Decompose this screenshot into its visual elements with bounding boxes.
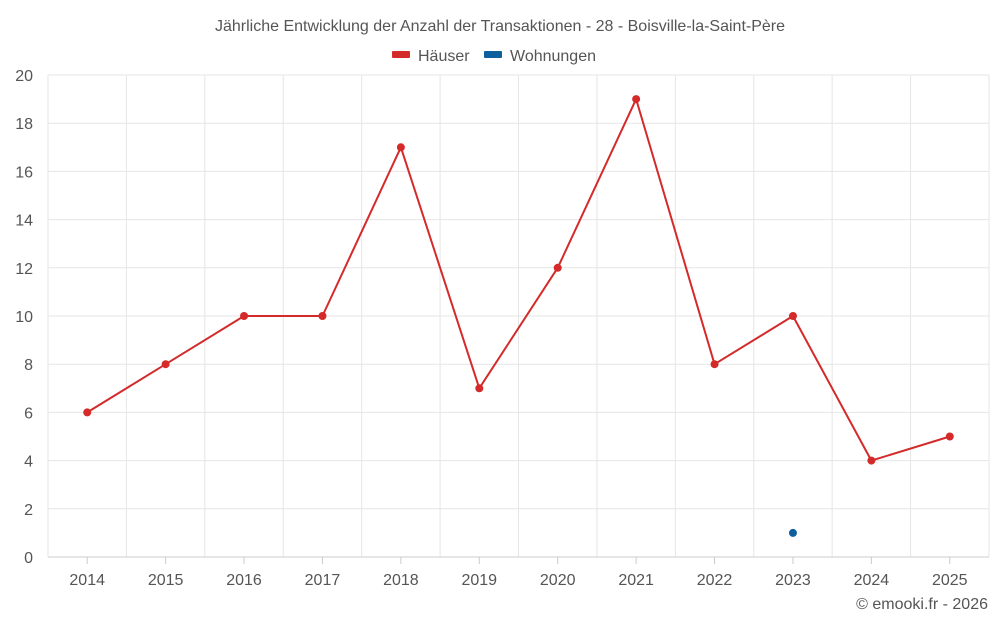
- x-tick-label: 2022: [697, 572, 733, 589]
- data-point-wohnungen[interactable]: [788, 528, 797, 537]
- x-tick-label: 2025: [932, 572, 968, 589]
- y-axis: 0 2 4 6 8 10 12 14 16 18 20: [15, 68, 33, 567]
- x-tick-label: 2020: [540, 572, 576, 589]
- y-tick-label: 0: [24, 550, 33, 567]
- y-tick-label: 2: [24, 502, 33, 519]
- x-tick-label: 2016: [226, 572, 262, 589]
- data-point-haeuser[interactable]: [867, 456, 876, 465]
- x-tick-label: 2014: [69, 572, 105, 589]
- chart-title: Jährliche Entwicklung der Anzahl der Tra…: [215, 18, 785, 35]
- data-point-haeuser[interactable]: [396, 143, 405, 152]
- y-tick-label: 20: [15, 68, 33, 85]
- legend-label-haeuser: Häuser: [418, 48, 470, 65]
- legend: Häuser Wohnungen: [392, 48, 596, 65]
- y-tick-label: 10: [15, 309, 33, 326]
- data-point-haeuser[interactable]: [318, 312, 327, 320]
- x-tick-label: 2017: [305, 572, 341, 589]
- data-point-haeuser[interactable]: [83, 408, 92, 417]
- data-point-haeuser[interactable]: [161, 360, 170, 369]
- data-point-haeuser[interactable]: [632, 95, 641, 104]
- data-point-haeuser[interactable]: [553, 263, 562, 272]
- series: [83, 95, 954, 537]
- credit-text: © emooki.fr - 2026: [856, 596, 988, 613]
- x-tick-label: 2024: [854, 572, 890, 589]
- data-point-haeuser[interactable]: [788, 312, 797, 320]
- x-tick-label: 2023: [775, 572, 811, 589]
- legend-swatch-haeuser: [392, 51, 410, 58]
- series-wohnungen: [788, 528, 797, 537]
- series-haeuser: [83, 95, 954, 465]
- y-tick-label: 18: [15, 116, 33, 133]
- y-tick-label: 4: [24, 454, 33, 471]
- y-tick-label: 12: [15, 261, 33, 278]
- grid: [47, 74, 990, 557]
- legend-swatch-wohnungen: [484, 51, 502, 58]
- x-tick-label: 2015: [148, 572, 184, 589]
- y-tick-label: 14: [15, 213, 33, 230]
- legend-label-wohnungen: Wohnungen: [510, 48, 596, 65]
- data-point-haeuser[interactable]: [710, 360, 719, 369]
- x-axis: 2014 2015 2016 2017 2018 2019 2020 2021 2022 2023…: [48, 556, 989, 589]
- y-tick-label: 6: [24, 405, 33, 422]
- x-tick-label: 2019: [461, 572, 497, 589]
- x-tick-label: 2021: [618, 572, 654, 589]
- data-point-haeuser[interactable]: [240, 312, 249, 320]
- legend-item-haeuser[interactable]: Häuser: [392, 48, 470, 65]
- legend-item-wohnungen[interactable]: Wohnungen: [484, 48, 596, 65]
- data-point-haeuser[interactable]: [475, 384, 484, 393]
- y-tick-label: 8: [24, 357, 33, 374]
- y-tick-label: 16: [15, 164, 33, 181]
- data-point-haeuser[interactable]: [945, 432, 954, 441]
- x-tick-label: 2018: [383, 572, 419, 589]
- series-line-haeuser: [86, 98, 951, 462]
